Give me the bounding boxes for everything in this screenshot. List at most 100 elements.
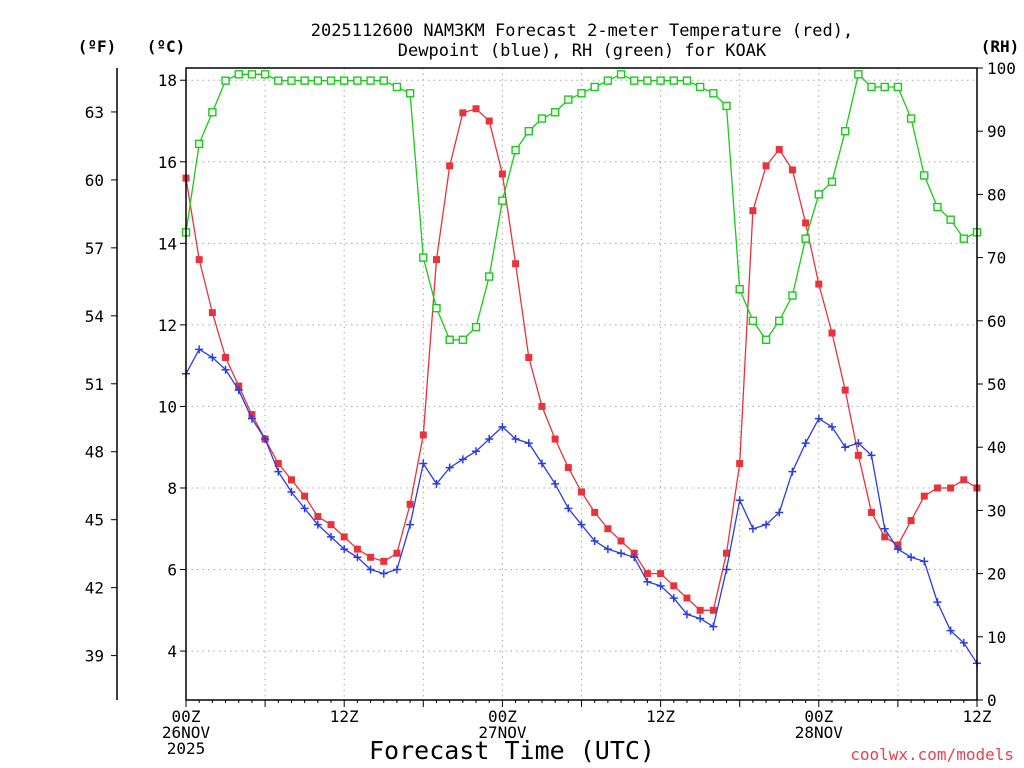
data-point <box>472 105 480 113</box>
data-point <box>392 82 402 92</box>
data-point <box>590 82 599 92</box>
data-point <box>287 476 295 484</box>
data-point <box>603 545 612 554</box>
data-point <box>261 435 270 444</box>
rh-tick-label: 90 <box>987 122 1006 141</box>
data-point <box>775 146 783 154</box>
data-point <box>405 89 415 98</box>
data-point <box>234 70 243 79</box>
data-point <box>485 117 493 125</box>
x-tick-label: 00Z <box>804 707 833 726</box>
data-point <box>946 215 955 224</box>
data-point <box>393 549 401 557</box>
data-point <box>867 451 876 460</box>
data-point <box>195 345 204 354</box>
data-point <box>920 492 928 500</box>
data-point <box>815 280 823 288</box>
fahrenheit-tick-label: 39 <box>85 647 104 666</box>
rh-axis: 0 10 20 30 40 50 60 70 80 90 100 <box>977 59 1016 710</box>
data-point <box>432 256 440 264</box>
data-point <box>379 569 388 578</box>
data-point <box>340 76 349 85</box>
data-point <box>367 553 375 561</box>
data-point <box>287 76 296 85</box>
data-point <box>630 553 639 562</box>
data-point <box>221 76 230 85</box>
data-point <box>195 256 203 264</box>
data-point <box>340 545 349 554</box>
fahrenheit-tick-label: 42 <box>85 579 104 598</box>
data-point <box>392 565 401 574</box>
data-point <box>524 126 533 136</box>
data-point <box>485 272 494 281</box>
data-point <box>485 435 494 444</box>
data-point <box>432 303 441 313</box>
data-point <box>907 517 915 525</box>
data-point <box>537 459 546 468</box>
data-point <box>498 170 506 178</box>
data-point <box>327 532 336 541</box>
data-point <box>933 598 942 607</box>
fahrenheit-unit-label: (ºF) <box>78 37 117 56</box>
data-point <box>827 422 836 431</box>
data-point <box>419 459 428 468</box>
data-point <box>498 422 507 431</box>
data-point <box>551 435 559 443</box>
data-point <box>683 594 691 602</box>
fahrenheit-tick-label: 48 <box>85 443 104 462</box>
fahrenheit-tick-label: 54 <box>85 307 104 326</box>
data-point <box>643 76 652 85</box>
data-point <box>525 353 533 361</box>
fahrenheit-tick-label: 57 <box>85 239 104 258</box>
data-point <box>802 219 810 227</box>
data-point <box>880 524 889 533</box>
data-point <box>221 365 230 374</box>
data-point <box>801 439 810 448</box>
fahrenheit-tick-label: 63 <box>85 103 104 122</box>
source-credit: coolwx.com/models <box>850 745 1014 764</box>
data-point <box>564 504 573 513</box>
data-point <box>723 549 731 557</box>
data-point <box>709 606 717 614</box>
data-point <box>722 565 731 574</box>
data-point <box>933 484 941 492</box>
data-point <box>208 353 217 362</box>
data-point <box>247 414 256 423</box>
data-point <box>314 513 322 521</box>
rh-tick-label: 0 <box>987 691 997 710</box>
data-point <box>788 291 797 300</box>
data-point <box>814 414 823 423</box>
data-point <box>827 177 837 186</box>
data-point <box>709 622 718 631</box>
x-tick-label: 12Z <box>963 707 992 726</box>
data-point <box>313 76 323 85</box>
data-point <box>248 411 256 419</box>
data-point <box>748 316 758 325</box>
data-point <box>722 101 731 111</box>
data-point <box>682 76 692 85</box>
data-point <box>682 610 691 619</box>
data-point <box>406 500 414 508</box>
data-point <box>854 70 863 79</box>
data-point <box>458 335 468 344</box>
data-point <box>313 520 322 529</box>
celsius-tick-label: 12 <box>158 316 177 335</box>
series-layer <box>181 70 982 668</box>
data-point <box>616 70 626 79</box>
data-point <box>840 126 850 136</box>
data-point <box>643 577 652 586</box>
rh-tick-label: 100 <box>987 59 1016 78</box>
data-point <box>880 82 889 92</box>
data-point <box>841 386 849 394</box>
data-point <box>643 570 651 578</box>
data-point <box>735 285 744 294</box>
data-point <box>762 162 770 170</box>
data-point <box>419 431 427 439</box>
data-point <box>208 108 217 117</box>
data-point <box>670 582 678 590</box>
data-point <box>656 581 665 590</box>
celsius-unit-label: (ºC) <box>147 37 186 56</box>
data-point <box>446 162 454 170</box>
data-point <box>669 594 678 603</box>
data-point <box>696 606 704 614</box>
